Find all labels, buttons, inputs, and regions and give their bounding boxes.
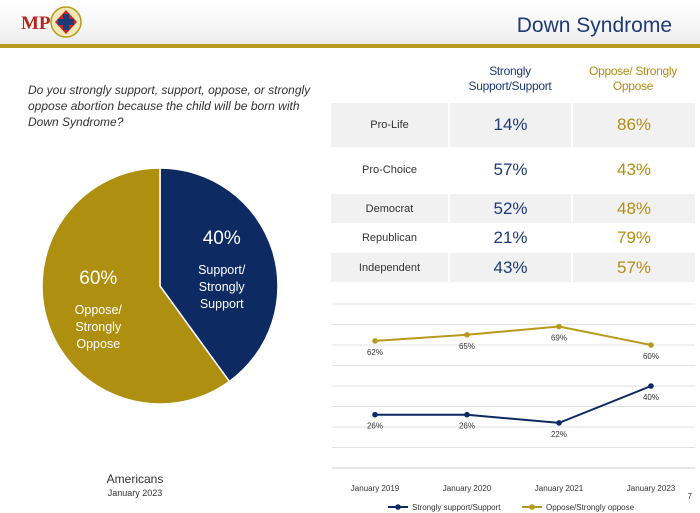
x-tick-label: January 2023 <box>627 484 676 493</box>
support-value: 14% <box>450 103 571 147</box>
row-label: Pro-Choice <box>361 164 418 176</box>
oppose-value: 57% <box>573 253 695 282</box>
data-point <box>372 411 378 418</box>
pie-slice-label: Oppose/ <box>75 303 123 317</box>
legend-entry: Strongly support/Support <box>412 503 501 512</box>
pie-slice <box>41 167 231 405</box>
oppose-value: 79% <box>616 227 652 247</box>
data-point <box>648 383 654 389</box>
column-header-support-text: Strongly Support/Support <box>468 64 552 93</box>
table-row-independent: Independent 43% 57% <box>331 253 695 282</box>
data-label: 22% <box>551 430 567 439</box>
data-label: 65% <box>459 342 475 351</box>
pie-slice-label: Strongly <box>75 320 122 334</box>
legend-marker <box>529 504 535 510</box>
table-row-republican: Republican 21% 79% <box>331 223 695 252</box>
pie-caption-date: January 2023 <box>107 488 163 498</box>
svg-text:MP: MP <box>21 13 51 34</box>
pie-chart: 40% Support/Strongly Support 60% Oppose/Stro… <box>41 167 279 405</box>
column-header-oppose: Oppose/ Strongly Oppose <box>572 64 694 94</box>
oppose-value: 48% <box>573 194 695 223</box>
support-value: 52% <box>450 194 571 223</box>
legend-entry: Oppose/Strongly oppose <box>546 503 635 512</box>
pie-slice-label: Support/ <box>198 263 246 277</box>
survey-question: Do you strongly support, support, oppose… <box>28 83 311 129</box>
x-tick-label: January 2019 <box>351 484 400 493</box>
support-value: 57% <box>493 160 528 179</box>
table-row-pro-life: Pro-Life 14% 86% <box>331 103 695 147</box>
series-line <box>375 385 652 424</box>
data-point <box>556 420 562 426</box>
legend-marker <box>395 504 401 510</box>
x-tick-label: January 2020 <box>443 484 492 493</box>
header-rule <box>0 44 700 48</box>
pie-slice-value: 40% <box>203 228 241 249</box>
data-label: 26% <box>459 422 475 431</box>
support-value: 21% <box>493 227 528 247</box>
pie-slice-value: 60% <box>79 268 117 289</box>
oppose-value: 43% <box>616 160 652 179</box>
series-line <box>374 325 652 346</box>
pie-slice-label: Strongly <box>199 280 246 294</box>
column-header-oppose-text: Oppose/ Strongly Oppose <box>589 64 677 93</box>
support-value: 43% <box>450 253 571 282</box>
data-label: 69% <box>551 334 567 343</box>
page-number: 7 <box>687 492 692 501</box>
data-label: 40% <box>643 393 659 402</box>
logo: MP <box>21 6 82 38</box>
x-tick-label: January 2021 <box>535 484 584 493</box>
data-label: 26% <box>367 422 383 431</box>
row-label: Independent <box>331 253 448 282</box>
pie-slice-label: Oppose <box>76 337 120 351</box>
table-row-democrat: Democrat 52% 48% <box>331 194 695 223</box>
data-point <box>648 342 654 348</box>
line-chart: January 2019 January 2020 January 2021 Janu… <box>332 303 695 512</box>
pie-slice <box>159 167 279 383</box>
data-point <box>464 331 470 338</box>
row-label: Pro-Life <box>331 103 448 147</box>
table-row-pro-choice: Pro-Choice 57% 43% <box>331 148 695 192</box>
data-point <box>372 338 378 344</box>
page-title: Down Syndrome <box>516 14 672 37</box>
data-label: 62% <box>367 348 383 357</box>
pie-slice-label: Support <box>200 297 244 311</box>
data-point <box>464 411 470 418</box>
row-label: Democrat <box>331 194 448 223</box>
header-bar <box>0 0 700 46</box>
oppose-value: 86% <box>573 103 695 147</box>
pie-caption-title: Americans <box>106 472 164 486</box>
row-label: Republican <box>361 231 418 244</box>
column-header-support: Strongly Support/Support <box>449 64 571 94</box>
data-label: 60% <box>643 352 659 361</box>
data-point <box>556 323 562 330</box>
